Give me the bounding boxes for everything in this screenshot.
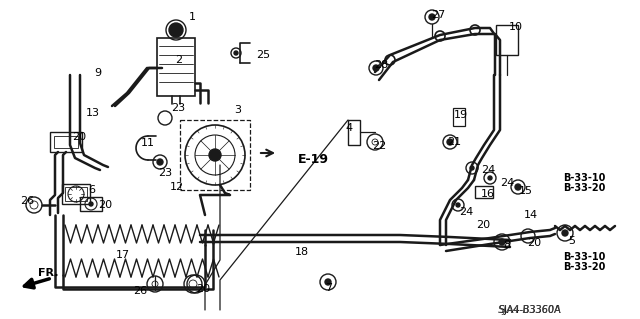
- Bar: [65, 187, 87, 201]
- Bar: [496, 25, 518, 55]
- Text: 20: 20: [98, 200, 112, 210]
- Bar: [453, 108, 465, 126]
- Text: 23: 23: [171, 103, 185, 113]
- Text: E-19: E-19: [298, 153, 329, 166]
- Circle shape: [429, 14, 435, 20]
- Text: 4: 4: [345, 123, 352, 133]
- Text: B-33-20: B-33-20: [563, 183, 605, 193]
- Text: 1: 1: [189, 12, 196, 22]
- Text: 13: 13: [86, 108, 100, 118]
- Text: 20: 20: [527, 238, 541, 248]
- Text: 10: 10: [509, 22, 523, 32]
- Bar: [50, 132, 82, 152]
- Text: FR.: FR.: [38, 268, 58, 278]
- Bar: [80, 197, 102, 211]
- Text: B-33-10: B-33-10: [563, 252, 605, 262]
- Text: 14: 14: [524, 210, 538, 220]
- Text: 6: 6: [88, 185, 95, 195]
- Circle shape: [373, 65, 379, 71]
- Circle shape: [488, 176, 492, 180]
- Text: 18: 18: [295, 247, 309, 257]
- Text: 9: 9: [94, 68, 101, 78]
- Circle shape: [499, 239, 505, 245]
- Text: 15: 15: [519, 186, 533, 196]
- Text: 5: 5: [568, 236, 575, 246]
- Text: 8: 8: [503, 240, 510, 250]
- Text: 24: 24: [481, 165, 495, 175]
- Text: 20: 20: [72, 132, 86, 142]
- Text: 25: 25: [256, 50, 270, 60]
- Text: B-33-10: B-33-10: [563, 173, 605, 183]
- Text: 20: 20: [476, 220, 490, 230]
- Text: 26: 26: [20, 196, 34, 206]
- Bar: [180, 120, 250, 190]
- Text: B-33-20: B-33-20: [563, 262, 605, 272]
- Text: SJA4-B3360A: SJA4-B3360A: [498, 305, 561, 315]
- Text: 11: 11: [141, 138, 155, 148]
- Text: 24: 24: [500, 178, 515, 188]
- Bar: [475, 186, 493, 198]
- Text: 27: 27: [431, 10, 445, 20]
- Text: 16: 16: [481, 189, 495, 199]
- Text: 2: 2: [175, 55, 182, 65]
- Bar: [348, 120, 360, 145]
- Bar: [54, 136, 78, 148]
- Bar: [157, 38, 195, 96]
- Circle shape: [157, 159, 163, 165]
- Circle shape: [470, 166, 474, 170]
- Circle shape: [89, 202, 93, 206]
- Text: 28: 28: [374, 60, 388, 70]
- Text: 19: 19: [454, 110, 468, 120]
- Circle shape: [447, 139, 453, 145]
- Text: 24: 24: [459, 207, 473, 217]
- Text: 20: 20: [196, 284, 210, 294]
- Circle shape: [515, 184, 521, 190]
- Circle shape: [234, 51, 238, 55]
- Text: 17: 17: [116, 250, 130, 260]
- Text: 3: 3: [234, 105, 241, 115]
- Text: 12: 12: [170, 182, 184, 192]
- Text: 23: 23: [158, 168, 172, 178]
- Bar: [62, 184, 90, 204]
- Text: 21: 21: [447, 137, 461, 147]
- Text: SJA4-B3360A: SJA4-B3360A: [498, 305, 562, 315]
- Circle shape: [209, 149, 221, 161]
- Text: 22: 22: [372, 141, 387, 151]
- Circle shape: [325, 279, 331, 285]
- Text: 7: 7: [325, 283, 332, 293]
- Text: 26: 26: [133, 286, 147, 296]
- Circle shape: [562, 230, 568, 236]
- Circle shape: [456, 203, 460, 207]
- Circle shape: [169, 23, 183, 37]
